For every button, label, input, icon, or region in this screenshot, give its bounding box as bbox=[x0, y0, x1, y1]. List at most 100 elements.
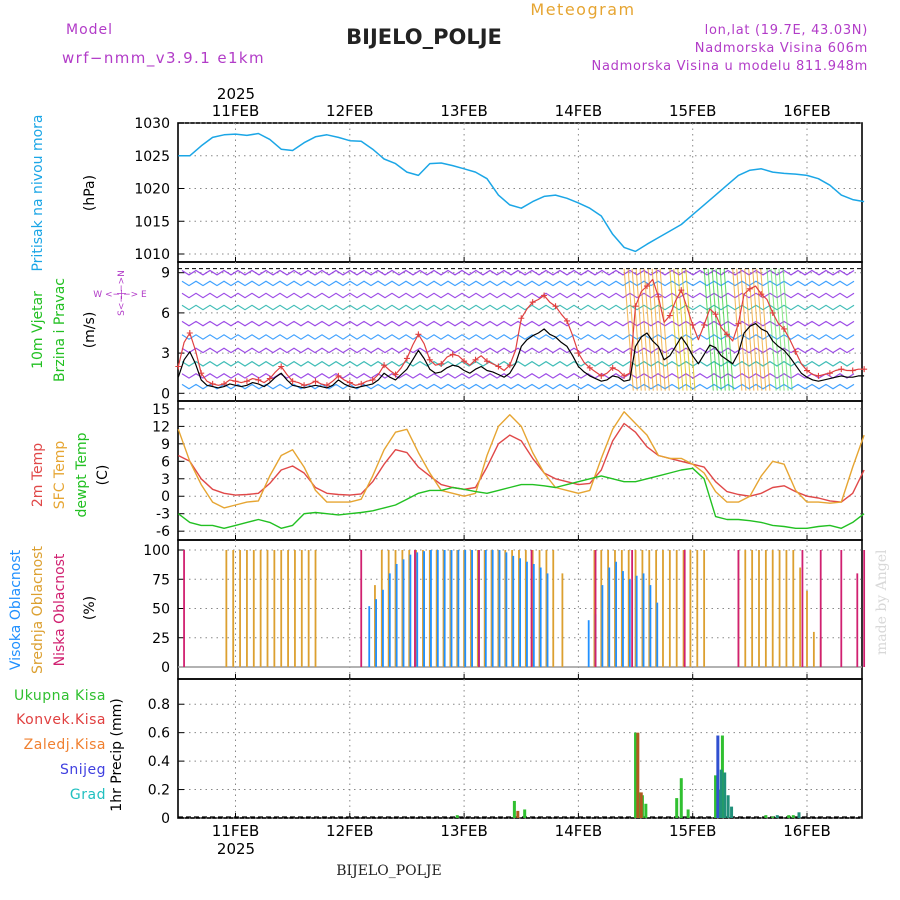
precip-legend-conv: Konvek.Kisa bbox=[16, 712, 106, 728]
wind-unit: (m/s) bbox=[82, 312, 98, 349]
wind-ytick-label: 6 bbox=[161, 306, 170, 322]
wind-gust-marker bbox=[232, 378, 239, 385]
wind-direction-legend: W <−|−> E bbox=[93, 290, 147, 300]
wind-streak bbox=[673, 268, 684, 391]
precip-panel: 0 0.2 0.4 0.6 0.8 bbox=[148, 678, 863, 827]
precip-bar-rain bbox=[675, 798, 679, 818]
wind-gust-marker bbox=[735, 320, 742, 327]
pressure-panel: 1010 1015 1020 1025 1030 bbox=[134, 116, 865, 263]
wind-ytick-label: 3 bbox=[161, 346, 170, 362]
cloud-ytick-label: 25 bbox=[152, 631, 170, 647]
wind-gust-marker bbox=[243, 378, 250, 385]
credit-watermark: made by Angel bbox=[874, 549, 890, 655]
precip-ytick-label: 0.6 bbox=[148, 726, 170, 742]
wind-streak bbox=[723, 268, 734, 391]
temp-ytick-label: -6 bbox=[156, 524, 170, 540]
cloud-ytick-label: 75 bbox=[152, 572, 170, 588]
wind-gust-marker bbox=[255, 376, 262, 383]
temp-line-dew bbox=[177, 467, 865, 529]
wind-streak bbox=[736, 268, 747, 391]
bottom-date-labels: 11FEB 12FEB 13FEB 14FEB 15FEB 16FEB bbox=[212, 822, 831, 840]
wind-gust-marker bbox=[346, 379, 353, 386]
pressure-ytick-label: 1015 bbox=[134, 214, 170, 230]
wind-axis-label-2: Brzina i Pravac bbox=[52, 278, 68, 382]
pressure-ytick-label: 1020 bbox=[134, 182, 170, 198]
wind-streak bbox=[635, 268, 646, 391]
precip-bar-rain bbox=[512, 800, 516, 818]
pressure-ytick-label: 1010 bbox=[134, 247, 170, 263]
wind-gust-marker bbox=[369, 376, 376, 383]
wind-streak bbox=[681, 268, 692, 391]
cloud-axis-label-1: Visoka Oblacnost bbox=[8, 549, 24, 670]
temp-axis-label-1: 2m Temp bbox=[30, 443, 46, 507]
date-label-bottom: 15FEB bbox=[669, 822, 716, 840]
date-label-top: 14FEB bbox=[555, 102, 602, 120]
wind-gust-marker bbox=[826, 370, 833, 377]
precip-bar-hail bbox=[723, 772, 727, 818]
wind-streak bbox=[707, 268, 718, 391]
precip-legend-hail: Grad bbox=[70, 787, 106, 803]
wind-ytick-label: 9 bbox=[161, 266, 170, 282]
date-label-bottom: 12FEB bbox=[326, 822, 373, 840]
wind-streak bbox=[719, 268, 730, 391]
wind-gust-marker bbox=[723, 331, 730, 338]
precip-bar-hail bbox=[730, 806, 734, 818]
precip-bar-rain bbox=[455, 815, 459, 818]
cloud-ytick-label: 50 bbox=[152, 602, 170, 618]
wind-gust-marker bbox=[358, 380, 365, 387]
precip-ytick-label: 0 bbox=[161, 811, 170, 827]
precip-bar-conv bbox=[516, 810, 520, 818]
wind-gust-marker bbox=[655, 293, 662, 300]
temp-line-temp2m bbox=[177, 422, 865, 503]
wind-direction-row bbox=[181, 383, 855, 390]
wind-gust-marker bbox=[643, 283, 650, 290]
wind-streak bbox=[627, 268, 638, 391]
precip-bar-rain bbox=[771, 816, 775, 818]
wind-gust-marker bbox=[849, 367, 856, 374]
precip-legend-rain: Ukupna Kisa bbox=[14, 688, 106, 704]
year-bottom: 2025 bbox=[217, 840, 255, 858]
wind-direction-row bbox=[181, 304, 855, 311]
precip-ytick-label: 0.2 bbox=[148, 783, 170, 799]
wind-gust-marker bbox=[209, 380, 216, 387]
pressure-unit: (hPa) bbox=[82, 175, 98, 211]
precip-bar-hail bbox=[775, 815, 779, 818]
cloud-ytick-label: 100 bbox=[143, 543, 170, 559]
date-label-bottom: 14FEB bbox=[555, 822, 602, 840]
cloud-ytick-label: 0 bbox=[161, 660, 170, 676]
temp-axis-label-2: SFC Temp bbox=[52, 441, 68, 510]
footer-station: BIJELO_POLJE bbox=[336, 863, 441, 879]
wind-streak bbox=[782, 268, 793, 391]
wind-direction-row bbox=[181, 372, 855, 379]
wind-gust-marker bbox=[689, 321, 696, 328]
temp-ytick-label: 15 bbox=[152, 402, 170, 418]
wind-streak bbox=[647, 268, 658, 391]
year-top: 2025 bbox=[217, 85, 255, 103]
wind-direction-row bbox=[181, 347, 855, 354]
date-label-top: 15FEB bbox=[669, 102, 716, 120]
wind-streak bbox=[774, 268, 785, 391]
wind-speed-line bbox=[177, 323, 865, 389]
cloud-axis-label-3: Niska Oblacnost bbox=[52, 553, 68, 666]
temp-ytick-label: 0 bbox=[161, 489, 170, 505]
wind-streak bbox=[770, 268, 781, 391]
wind-gust-marker bbox=[598, 372, 605, 379]
precip-legend-snow: Snijeg bbox=[60, 762, 106, 778]
wind-streak bbox=[677, 268, 688, 391]
temp-ytick-label: 9 bbox=[161, 437, 170, 453]
precip-bar-conv bbox=[636, 732, 640, 818]
date-label-bottom: 11FEB bbox=[212, 822, 259, 840]
date-label-top: 13FEB bbox=[440, 102, 487, 120]
wind-direction-row bbox=[181, 360, 855, 367]
temp-ytick-label: 3 bbox=[161, 472, 170, 488]
temp-unit: (C) bbox=[95, 465, 111, 486]
precip-ytick-label: 0.8 bbox=[148, 697, 170, 713]
wind-streak bbox=[643, 268, 654, 391]
wind-gust-marker bbox=[392, 371, 399, 378]
meteogram-title: Meteogram bbox=[530, 0, 635, 19]
wind-gust-marker bbox=[483, 358, 490, 365]
wind-gust-marker bbox=[426, 356, 433, 363]
wind-gust-marker bbox=[403, 355, 410, 362]
lonlat-label: lon,lat (19.7E, 43.03N) bbox=[705, 23, 868, 38]
wind-streak bbox=[651, 268, 662, 391]
